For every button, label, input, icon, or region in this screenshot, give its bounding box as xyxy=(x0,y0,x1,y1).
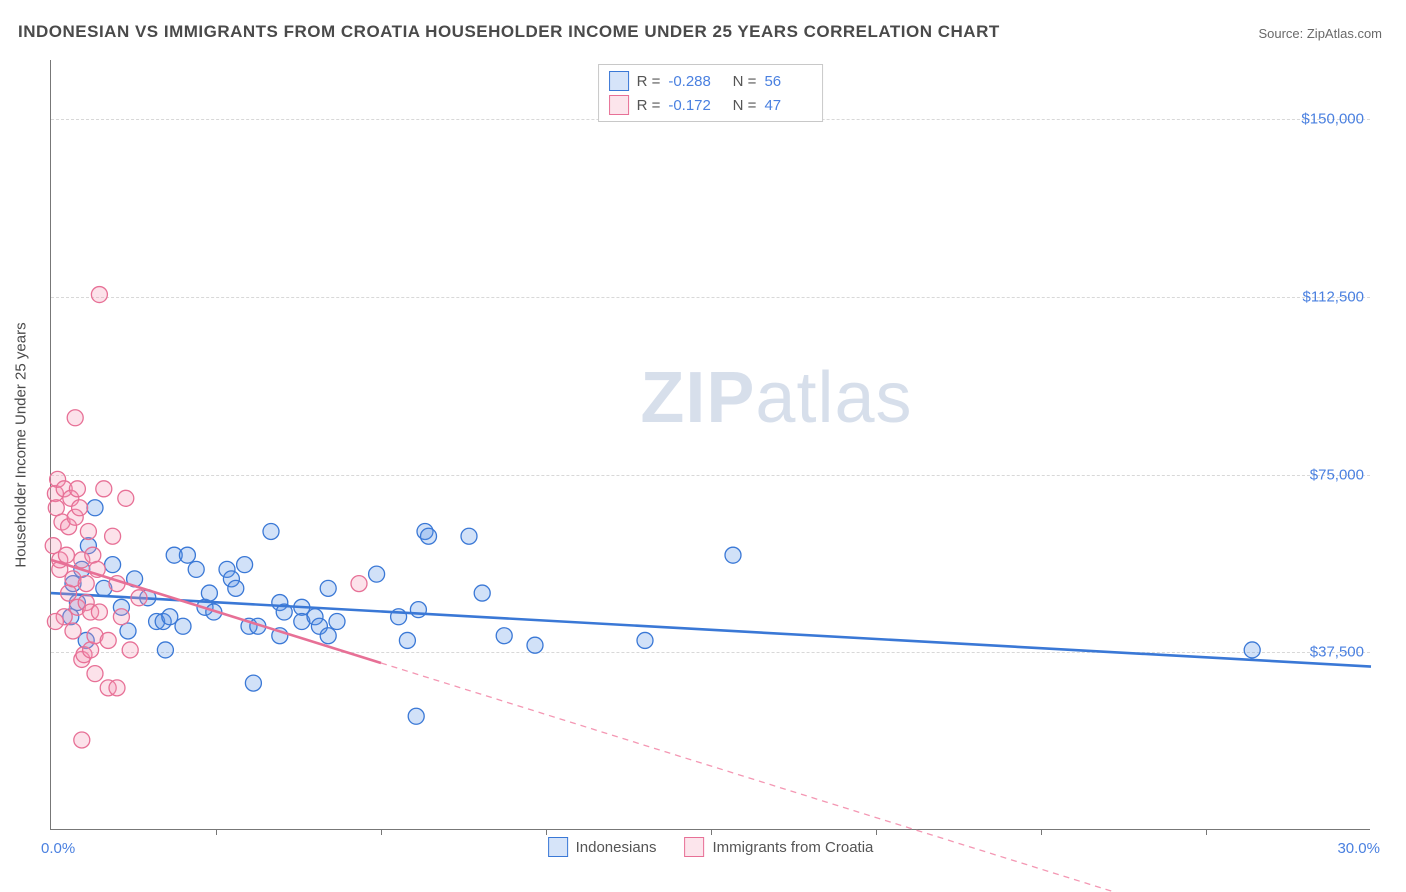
scatter-point xyxy=(320,580,336,596)
x-axis-min-label: 0.0% xyxy=(41,840,75,857)
regression-line-dashed xyxy=(381,663,1371,892)
x-tick xyxy=(381,829,382,835)
scatter-point xyxy=(47,614,63,630)
scatter-point xyxy=(91,604,107,620)
scatter-point xyxy=(67,410,83,426)
scatter-point xyxy=(91,287,107,303)
scatter-point xyxy=(157,642,173,658)
scatter-point xyxy=(83,642,99,658)
scatter-point xyxy=(87,500,103,516)
legend-swatch xyxy=(685,837,705,857)
plot-area: Householder Income Under 25 years ZIPatl… xyxy=(50,60,1370,830)
scatter-point xyxy=(474,585,490,601)
scatter-point xyxy=(410,602,426,618)
scatter-point xyxy=(175,618,191,634)
x-tick xyxy=(1041,829,1042,835)
x-tick xyxy=(876,829,877,835)
stat-R-label: R = xyxy=(637,97,661,114)
scatter-svg xyxy=(51,60,1370,829)
scatter-point xyxy=(461,528,477,544)
scatter-point xyxy=(120,623,136,639)
x-tick xyxy=(546,829,547,835)
scatter-point xyxy=(351,576,367,592)
stat-N-value: 47 xyxy=(764,97,812,114)
stat-N-label: N = xyxy=(724,97,756,114)
scatter-point xyxy=(96,481,112,497)
scatter-point xyxy=(725,547,741,563)
legend-swatch xyxy=(609,95,629,115)
scatter-point xyxy=(69,481,85,497)
bottom-legend-item: Immigrants from Croatia xyxy=(685,837,874,857)
scatter-point xyxy=(87,666,103,682)
x-tick xyxy=(1206,829,1207,835)
scatter-point xyxy=(65,623,81,639)
stat-legend: R = -0.288 N = 56 R = -0.172 N = 47 xyxy=(598,64,824,122)
scatter-point xyxy=(72,500,88,516)
scatter-point xyxy=(80,523,96,539)
bottom-legend-item: Indonesians xyxy=(548,837,657,857)
legend-swatch xyxy=(548,837,568,857)
scatter-point xyxy=(131,590,147,606)
scatter-point xyxy=(105,528,121,544)
scatter-point xyxy=(245,675,261,691)
scatter-point xyxy=(408,708,424,724)
x-tick xyxy=(216,829,217,835)
scatter-point xyxy=(263,523,279,539)
scatter-point xyxy=(122,642,138,658)
scatter-point xyxy=(179,547,195,563)
stat-N-label: N = xyxy=(724,73,756,90)
x-axis-max-label: 30.0% xyxy=(1337,840,1380,857)
scatter-point xyxy=(188,561,204,577)
stat-R-value: -0.288 xyxy=(668,73,716,90)
scatter-point xyxy=(237,557,253,573)
scatter-point xyxy=(58,547,74,563)
legend-swatch xyxy=(609,71,629,91)
scatter-point xyxy=(78,576,94,592)
stat-legend-row: R = -0.288 N = 56 xyxy=(609,69,813,93)
scatter-point xyxy=(85,547,101,563)
scatter-point xyxy=(399,632,415,648)
scatter-point xyxy=(100,632,116,648)
scatter-point xyxy=(527,637,543,653)
scatter-point xyxy=(201,585,217,601)
scatter-point xyxy=(320,628,336,644)
stat-R-label: R = xyxy=(637,73,661,90)
stat-N-value: 56 xyxy=(764,73,812,90)
scatter-point xyxy=(637,632,653,648)
bottom-legend-label: Immigrants from Croatia xyxy=(713,839,874,856)
x-tick xyxy=(711,829,712,835)
chart-title: INDONESIAN VS IMMIGRANTS FROM CROATIA HO… xyxy=(18,22,1000,42)
stat-legend-row: R = -0.172 N = 47 xyxy=(609,93,813,117)
scatter-point xyxy=(421,528,437,544)
scatter-point xyxy=(109,680,125,696)
bottom-legend-label: Indonesians xyxy=(576,839,657,856)
scatter-point xyxy=(113,609,129,625)
y-axis-label: Householder Income Under 25 years xyxy=(13,322,30,567)
scatter-point xyxy=(61,585,77,601)
stat-R-value: -0.172 xyxy=(668,97,716,114)
scatter-point xyxy=(329,614,345,630)
scatter-point xyxy=(496,628,512,644)
source-attribution: Source: ZipAtlas.com xyxy=(1258,26,1382,41)
scatter-point xyxy=(74,732,90,748)
scatter-point xyxy=(1244,642,1260,658)
scatter-point xyxy=(228,580,244,596)
scatter-point xyxy=(118,490,134,506)
bottom-legend: Indonesians Immigrants from Croatia xyxy=(548,837,874,857)
scatter-point xyxy=(369,566,385,582)
scatter-point xyxy=(105,557,121,573)
